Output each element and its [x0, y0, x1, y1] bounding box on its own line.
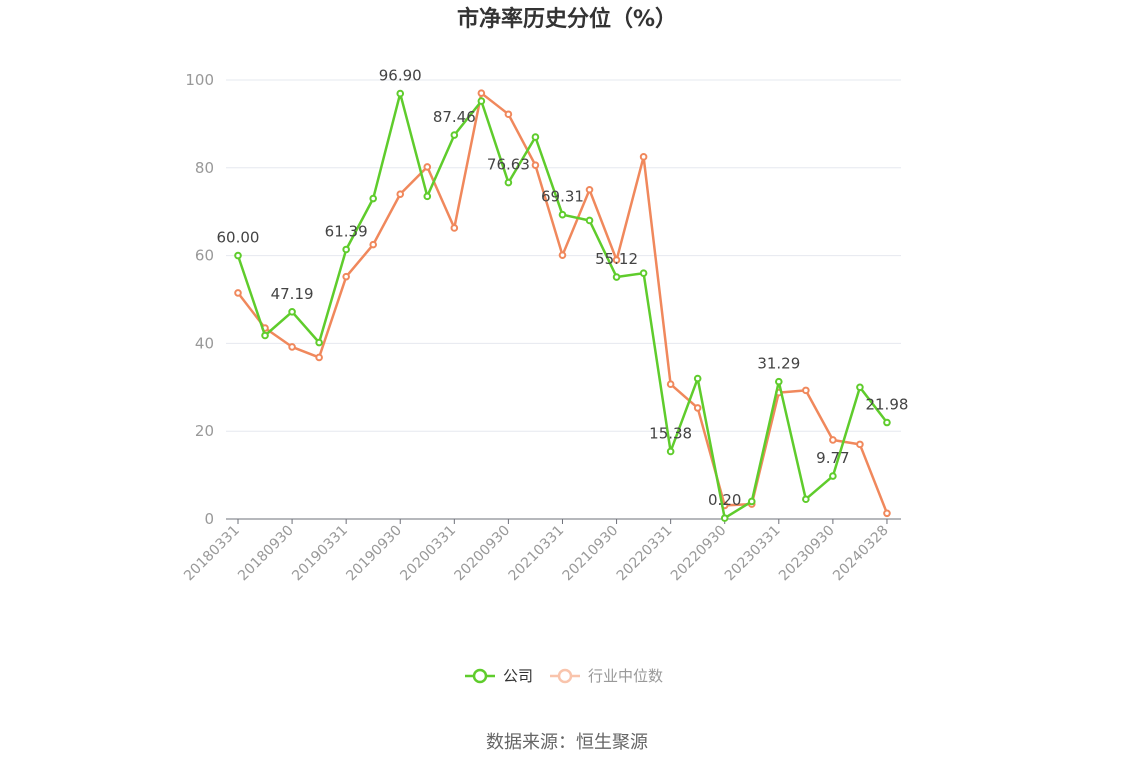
x-tick-label: 20230331: [722, 523, 784, 585]
y-tick-label: 40: [195, 334, 214, 352]
data-point[interactable]: [315, 338, 323, 347]
x-tick-label: 20210331: [506, 523, 568, 585]
data-point[interactable]: [747, 497, 756, 506]
x-tick-label: 20180331: [181, 523, 243, 585]
data-label: 0.20: [708, 491, 741, 509]
data-point[interactable]: [639, 269, 648, 277]
data-labels: 60.00 47.19 61.39 96.90 87.46 76.63 69.31 55.12…: [217, 67, 909, 510]
data-point[interactable]: [477, 89, 486, 97]
data-point[interactable]: [802, 495, 810, 504]
x-tick-label: 20200331: [397, 523, 459, 585]
data-point[interactable]: [775, 377, 783, 386]
data-label: 31.29: [757, 355, 800, 373]
x-tick-label: 20230930: [776, 523, 838, 585]
data-point[interactable]: [829, 436, 837, 444]
data-point[interactable]: [450, 131, 459, 139]
y-tick-label: 100: [185, 71, 214, 89]
data-point[interactable]: [261, 331, 269, 340]
data-point[interactable]: [639, 153, 648, 161]
data-point[interactable]: [504, 178, 513, 187]
data-label: 21.98: [865, 396, 908, 414]
y-tick-label: 20: [195, 422, 214, 440]
data-point[interactable]: [423, 192, 432, 201]
data-label: 69.31: [541, 188, 584, 206]
data-point[interactable]: [450, 224, 459, 232]
x-tick-label: 20220930: [668, 523, 730, 585]
data-point[interactable]: [288, 343, 296, 351]
data-label: 47.19: [271, 285, 314, 303]
data-point[interactable]: [315, 353, 323, 362]
legend-marker: [472, 668, 488, 684]
data-point[interactable]: [856, 383, 864, 392]
data-point[interactable]: [423, 163, 432, 171]
data-point[interactable]: [802, 386, 810, 395]
data-point[interactable]: [558, 251, 567, 259]
data-point[interactable]: [396, 190, 405, 198]
legend-marker: [557, 668, 573, 684]
data-point[interactable]: [558, 210, 567, 219]
data-point[interactable]: [829, 472, 837, 480]
data-label: 55.12: [595, 250, 638, 268]
data-point[interactable]: [504, 110, 513, 119]
x-tick-label: 20210930: [560, 523, 622, 585]
legend[interactable]: 公司 行业中位数: [465, 667, 663, 685]
data-point[interactable]: [693, 404, 702, 412]
data-point[interactable]: [234, 251, 242, 260]
data-point[interactable]: [612, 256, 621, 264]
data-label: 87.46: [433, 108, 476, 126]
data-point[interactable]: [883, 418, 891, 427]
x-tick-label: 20220331: [614, 523, 676, 585]
data-point[interactable]: [369, 240, 378, 249]
data-point[interactable]: [666, 447, 675, 456]
x-tick-label: 20240328: [830, 523, 892, 585]
data-point[interactable]: [396, 89, 405, 98]
x-tick-label: 20190930: [343, 523, 405, 585]
data-point[interactable]: [693, 374, 702, 383]
data-label: 15.38: [649, 424, 692, 442]
data-label: 60.00: [217, 229, 260, 247]
data-point[interactable]: [856, 440, 864, 449]
series-layer: [234, 89, 891, 522]
data-label: 76.63: [487, 156, 530, 174]
data-point[interactable]: [288, 308, 296, 316]
data-point[interactable]: [666, 380, 675, 389]
data-point[interactable]: [342, 272, 350, 281]
legend-label: 行业中位数: [588, 667, 663, 685]
y-tick-label: 60: [195, 247, 214, 265]
data-point[interactable]: [369, 194, 378, 203]
chart-title: 市净率历史分位（%）: [457, 6, 677, 32]
data-point[interactable]: [342, 245, 350, 254]
legend-label: 公司: [503, 667, 533, 685]
data-point[interactable]: [883, 509, 891, 518]
legend-item-1[interactable]: 行业中位数: [550, 667, 663, 685]
data-point[interactable]: [585, 185, 594, 194]
data-point[interactable]: [531, 133, 540, 141]
data-point[interactable]: [477, 97, 486, 105]
data-point[interactable]: [531, 161, 540, 169]
legend-item-0[interactable]: 公司: [465, 667, 533, 685]
y-tick-label: 0: [204, 510, 214, 528]
x-tick-label: 20190331: [289, 523, 351, 585]
data-label: 9.77: [816, 449, 849, 467]
x-tick-label: 20180930: [235, 523, 297, 585]
series-line-1: [237, 91, 889, 514]
data-point[interactable]: [612, 273, 621, 281]
data-point[interactable]: [720, 514, 729, 522]
data-label: 61.39: [325, 222, 368, 240]
data-point[interactable]: [234, 289, 242, 297]
data-label: 96.90: [379, 67, 422, 85]
source-text: 数据来源：恒生聚源: [486, 732, 648, 753]
x-axis: 2018033120180930201903312019093020200331…: [181, 518, 901, 585]
y-axis: 0 20 40 60 80 100: [185, 71, 214, 528]
x-tick-label: 20200930: [452, 523, 514, 585]
data-point[interactable]: [585, 216, 594, 225]
y-tick-label: 80: [195, 159, 214, 177]
